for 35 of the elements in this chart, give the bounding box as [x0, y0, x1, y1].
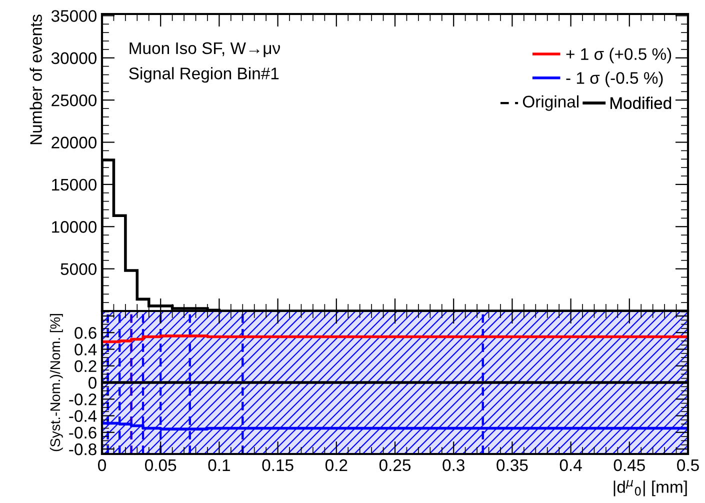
x-tick-label: 0.25 [379, 459, 411, 472]
annotation: Signal Region Bin#1 [129, 67, 279, 83]
x-tick-label: 0 [98, 459, 106, 472]
x-tick-label: 0.4 [560, 459, 582, 472]
x-tick-label: 0.15 [262, 459, 294, 472]
x-tick-label: 0.1 [208, 459, 230, 472]
y-tick-label: 0.4 [74, 344, 97, 356]
y-tick-label: 25000 [52, 94, 96, 106]
y-tick-label: 10000 [52, 221, 96, 233]
y-tick-label: 35000 [51, 10, 96, 22]
y-tick-label: 0.6 [74, 327, 96, 339]
y-tick-label: -0.8 [69, 443, 96, 456]
legend-label: + 1 σ (+0.5 %) [566, 48, 672, 64]
y-tick-label: 0.2 [74, 360, 96, 372]
x-tick-label: 0.35 [496, 459, 528, 472]
y-tick-label: -0.2 [69, 394, 96, 406]
x-tick-label: 0.05 [145, 459, 176, 472]
y-tick-label: 20000 [52, 136, 96, 148]
x-tick-label: 0.3 [442, 459, 464, 472]
x-tick-label: 0.2 [325, 459, 348, 472]
x-axis-title: |d$^{μ}$$_{0}$| [mm] [614, 480, 687, 496]
legend-label: - 1 σ (-0.5 %) [566, 72, 663, 88]
y-axis-title: (Syst.-Nom.)/Nom. [%] [50, 314, 63, 452]
x-tick-label: 0.5 [677, 459, 699, 472]
y-tick-label: -0.6 [69, 426, 96, 439]
annotation: Original [522, 95, 578, 111]
x-tick-label: 0.45 [614, 459, 645, 472]
y-axis-title: Number of events [30, 14, 42, 144]
y-tick-label: 30000 [51, 52, 96, 64]
annotation: Muon Iso SF, W→μν [130, 42, 280, 58]
y-tick-label: 15000 [52, 178, 96, 191]
y-tick-label: 5000 [60, 263, 96, 276]
y-tick-label: 0 [88, 376, 96, 389]
y-tick-label: -0.4 [69, 410, 97, 422]
legend-label: Modified [610, 96, 672, 110]
